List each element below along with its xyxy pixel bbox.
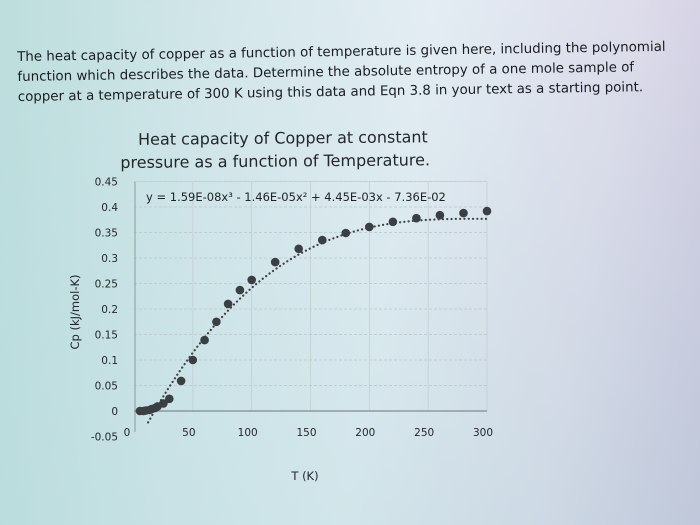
chart-axes	[134, 181, 487, 432]
data-points	[135, 206, 492, 416]
x-tick-label: 50	[182, 427, 195, 439]
y-tick-label: 0.3	[101, 253, 118, 265]
data-point	[482, 206, 492, 216]
data-point	[435, 210, 445, 220]
trendline-path	[147, 217, 489, 424]
y-tick-label: 0.15	[95, 330, 118, 342]
data-point	[165, 394, 174, 404]
data-point	[318, 235, 327, 245]
x-tick-label: 200	[355, 427, 375, 439]
y-tick-label: 0.25	[95, 279, 118, 291]
y-tick-label: 0.2	[101, 304, 118, 316]
y-axis-tick-labels: -0.05 0 0.05 0.1 0.15 0.2 0.25 0.3 0.35 0.4 0.45	[91, 177, 118, 444]
x-tick-label: 150	[296, 427, 316, 439]
data-point	[365, 222, 374, 232]
data-point	[247, 275, 256, 285]
y-tick-label: -0.05	[91, 432, 118, 444]
x-axis-title: T (K)	[290, 469, 318, 483]
y-tick-label: 0.4	[101, 202, 118, 214]
y-tick-label: 0.05	[95, 381, 118, 393]
y-tick-label: 0.1	[101, 355, 118, 367]
data-point	[235, 285, 245, 295]
data-point	[270, 257, 280, 267]
data-point	[188, 355, 198, 365]
data-point	[223, 299, 233, 309]
y-tick-label: 0.45	[95, 177, 118, 189]
trendline-equation: y = 1.59E-08x³ - 1.46E-05x² + 4.45E-03x …	[146, 190, 446, 204]
data-point	[212, 317, 221, 327]
data-point	[176, 376, 186, 386]
x-tick-label: 300	[473, 427, 493, 439]
x-tick-label: 0	[124, 427, 131, 439]
polynomial-trendline	[147, 217, 489, 424]
y-axis-title: Cp (kJ/mol-K)	[68, 274, 82, 349]
data-point	[159, 399, 168, 408]
x-axis-tick-labels: 0 50 100 150 200 250 300	[124, 427, 493, 439]
y-tick-label: 0.35	[95, 228, 118, 240]
chart-gridlines	[134, 181, 488, 411]
y-tick-label: 0	[111, 406, 118, 418]
data-point	[412, 213, 421, 223]
data-point	[294, 244, 304, 254]
data-point	[459, 208, 468, 218]
data-point	[388, 217, 398, 227]
data-point	[341, 228, 351, 238]
x-tick-label: 100	[238, 427, 258, 439]
data-point	[200, 335, 209, 345]
x-tick-label: 250	[414, 427, 434, 439]
